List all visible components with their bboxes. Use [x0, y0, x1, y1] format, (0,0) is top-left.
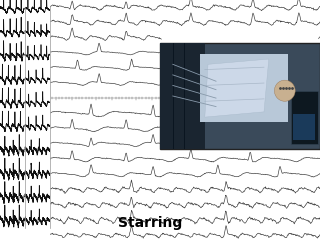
Bar [291, 91, 318, 144]
FancyBboxPatch shape [200, 54, 288, 122]
Bar [184, 43, 185, 149]
Bar [160, 43, 320, 149]
Text: Starring: Starring [118, 216, 183, 230]
Ellipse shape [275, 80, 295, 101]
Bar [293, 114, 315, 140]
Bar [160, 43, 205, 149]
Polygon shape [205, 59, 269, 117]
Bar [173, 43, 174, 149]
